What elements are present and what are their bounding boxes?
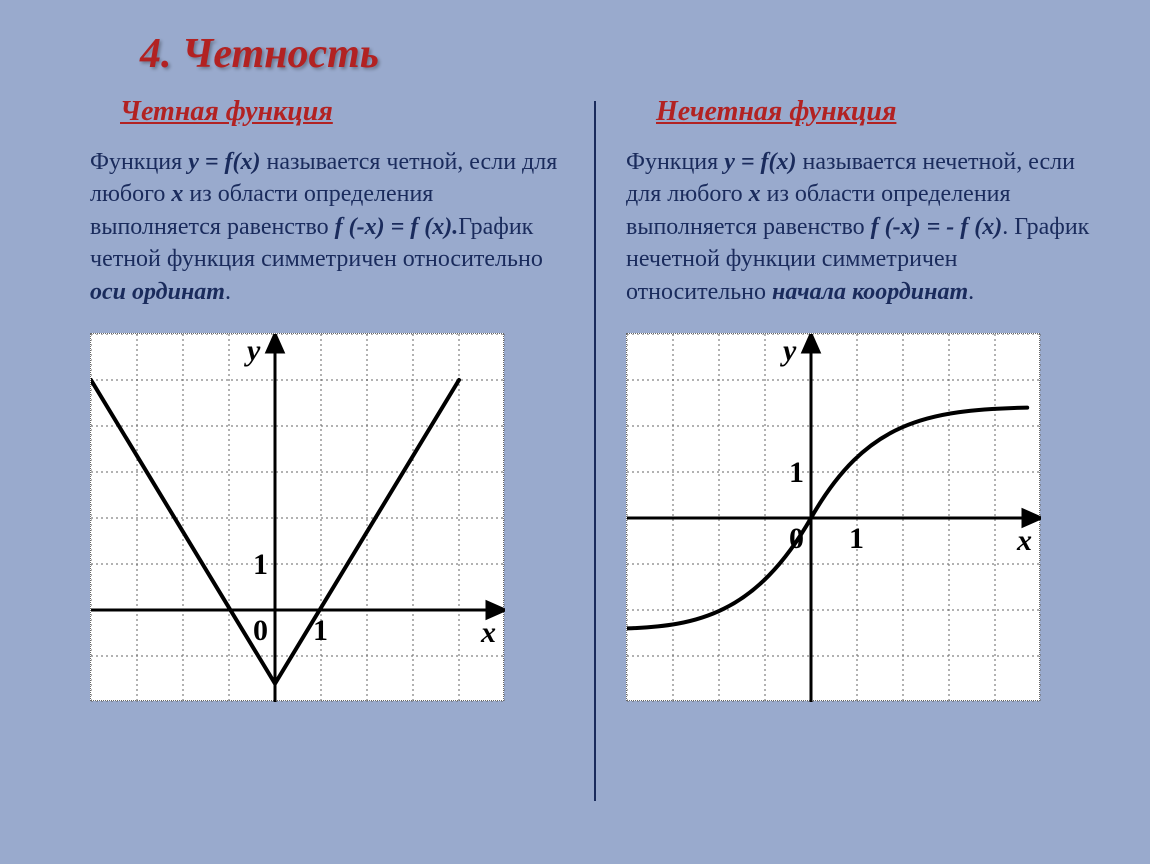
svg-text:0: 0 [789, 522, 804, 555]
svg-text:1: 1 [313, 614, 328, 647]
left-description: Функция y = f(x) называется четной, если… [90, 146, 564, 308]
function-notation: y = f(x) [724, 149, 796, 175]
main-title: 4. Четность [140, 30, 1100, 78]
svg-text:1: 1 [789, 456, 804, 489]
svg-text:x: x [480, 616, 496, 649]
left-subtitle: Четная функция [120, 96, 564, 128]
text: . [968, 279, 974, 305]
symmetry: оси ординат [90, 279, 225, 305]
svg-text:y: y [244, 334, 261, 367]
odd-function-chart: y x 0 1 1 [626, 333, 1040, 701]
variable: х [749, 181, 761, 207]
svg-text:1: 1 [253, 548, 268, 581]
left-column: Четная функция Функция y = f(x) называет… [90, 96, 564, 806]
text: . [225, 279, 231, 305]
svg-text:1: 1 [849, 522, 864, 555]
vertical-divider [594, 101, 596, 801]
columns: Четная функция Функция y = f(x) называет… [90, 96, 1100, 806]
text: Функция [626, 149, 724, 175]
equation: f (-x) = - f (x) [871, 214, 1003, 240]
right-description: Функция y = f(x) называется нечетной, ес… [626, 146, 1100, 308]
svg-text:y: y [780, 334, 797, 367]
function-notation: y = f(x) [188, 149, 260, 175]
even-function-chart: y x 0 1 1 [90, 333, 504, 701]
symmetry: начала координат [772, 279, 968, 305]
svg-text:x: x [1016, 524, 1032, 557]
svg-text:0: 0 [253, 614, 268, 647]
variable: х [171, 181, 183, 207]
right-column: Нечетная функция Функция y = f(x) называ… [626, 96, 1100, 806]
equation: f (-x) = f (x). [335, 214, 459, 240]
right-subtitle: Нечетная функция [656, 96, 1100, 128]
text: Функция [90, 149, 188, 175]
